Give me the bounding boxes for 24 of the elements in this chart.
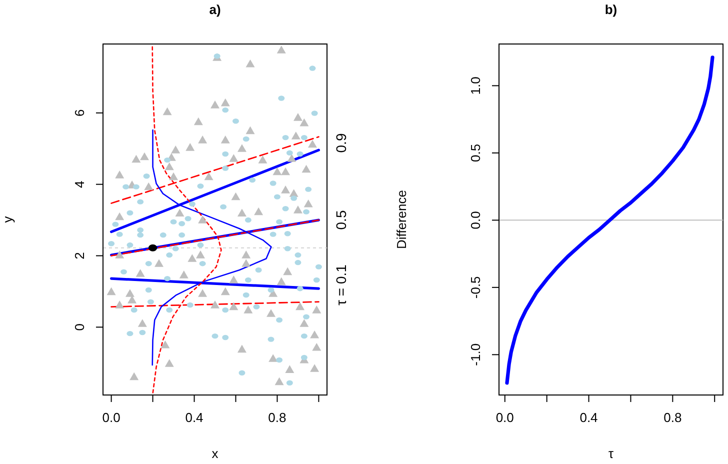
y-tick-label: -0.5 xyxy=(468,276,483,299)
y-tick-label: -1.0 xyxy=(468,343,483,366)
y-tick-label: 0 xyxy=(72,324,87,331)
y-tick-label: 1.0 xyxy=(468,76,483,95)
y-tick-label: 2 xyxy=(72,252,87,260)
y-tick-label: 6 xyxy=(72,109,87,117)
chart-title: b) xyxy=(604,2,618,17)
x-tick-label: 0.8 xyxy=(268,410,286,425)
x-tick-label: 0.4 xyxy=(580,410,598,425)
y-tick-label: 0.0 xyxy=(468,211,483,230)
y-tick-label: 0.5 xyxy=(468,144,483,162)
text: 0.9 xyxy=(333,133,349,153)
x-tick-label: 0.0 xyxy=(496,410,514,425)
text: τ = 0.1 xyxy=(333,264,349,306)
y-axis-title: Difference xyxy=(394,190,409,250)
x-tick-label: 0.4 xyxy=(185,410,204,425)
x-axis-title: x xyxy=(212,446,219,461)
y-tick-label: 4 xyxy=(72,180,87,188)
x-tick-label: 0.0 xyxy=(102,410,120,425)
x-tick-label: 0.8 xyxy=(664,410,682,425)
chart-title: a) xyxy=(208,2,222,17)
text: 0.5 xyxy=(333,210,349,230)
x-axis-title: τ xyxy=(608,446,614,461)
y-axis-title: y xyxy=(0,216,15,223)
